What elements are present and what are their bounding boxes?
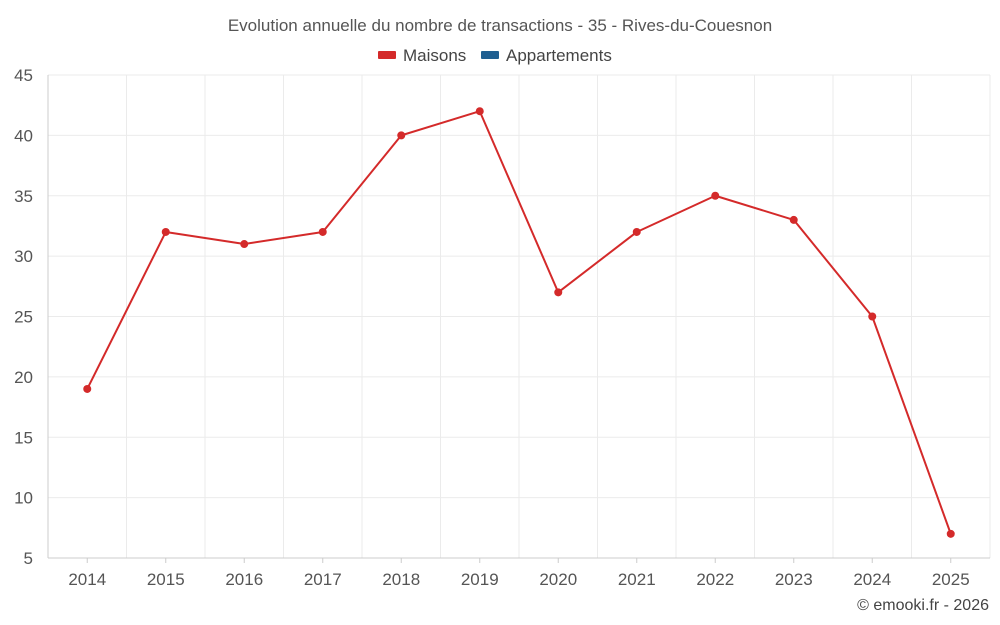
y-tick-label: 10 [14,489,33,508]
y-tick-label: 30 [14,247,33,266]
data-point[interactable] [554,288,563,297]
x-tick-label: 2021 [618,570,656,589]
x-tick-label: 2014 [68,570,106,589]
y-tick-label: 5 [24,549,33,568]
legend-item-maisons[interactable]: Maisons [378,46,466,65]
legend-label-maisons: Maisons [403,46,466,65]
data-point[interactable] [946,529,955,538]
data-point[interactable] [475,107,484,116]
data-point[interactable] [789,215,798,224]
data-point[interactable] [711,191,720,200]
data-point[interactable] [868,312,877,321]
data-point[interactable] [632,227,641,236]
x-tick-label: 2016 [225,570,263,589]
series-line-maisons [86,110,952,535]
legend-swatch-maisons [378,51,396,59]
legend-item-appartements[interactable]: Appartements [481,46,612,65]
y-axis-ticks: 5 10 15 20 25 30 35 40 45 [14,66,33,568]
y-tick-label: 25 [14,308,33,327]
axes [47,75,990,559]
series [83,107,955,538]
y-tick-label: 20 [14,368,33,387]
chart-title: Evolution annuelle du nombre de transact… [228,16,772,35]
grid [48,74,991,558]
x-tick-label: 2017 [304,570,342,589]
legend-swatch-appartements [481,51,499,59]
x-tick-label: 2018 [382,570,420,589]
y-tick-label: 40 [14,126,33,145]
x-tick-label: 2015 [147,570,185,589]
x-tick-label: 2025 [932,570,970,589]
data-point[interactable] [397,131,406,140]
x-tick-label: 2023 [775,570,813,589]
y-tick-label: 45 [14,66,33,85]
x-tick-label: 2020 [539,570,577,589]
legend: Maisons Appartements [378,46,612,65]
data-point[interactable] [318,227,327,236]
data-point[interactable] [161,227,170,236]
credit-text: © emooki.fr - 2026 [857,597,989,614]
data-point[interactable] [240,240,249,249]
x-tick-label: 2019 [461,570,499,589]
x-axis-ticks: 2014 2015 2016 2017 2018 2019 2020 2021 2022 2023… [68,558,970,589]
data-point[interactable] [83,384,92,393]
x-tick-label: 2022 [696,570,734,589]
y-tick-label: 15 [14,428,33,447]
legend-label-appartements: Appartements [506,46,612,65]
y-tick-label: 35 [14,187,33,206]
x-tick-label: 2024 [853,570,891,589]
